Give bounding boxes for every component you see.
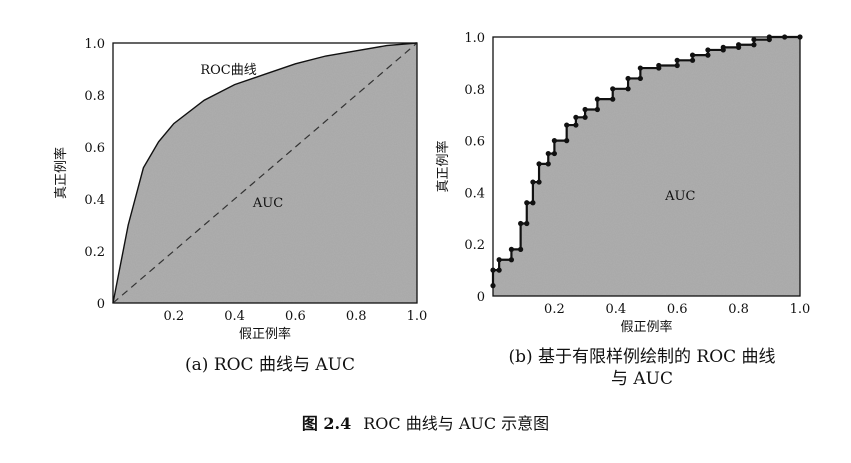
roc-point: [625, 75, 631, 82]
roc-point: [582, 114, 588, 120]
x-tick-label: 0.4: [224, 309, 245, 324]
roc-point: [637, 75, 643, 82]
roc-point: [490, 283, 496, 289]
x-tick-label: 1.0: [790, 302, 811, 317]
y-tick-label: 0.6: [464, 135, 485, 150]
roc-chart-b: 0.2 0.4 0.6 0.8 1.0 0 0.2 0.4 0.6 0.8 1.0 假正例率 真正例率 A…: [435, 31, 810, 335]
roc-point: [524, 200, 530, 206]
y-tick-label: 0.6: [84, 141, 105, 156]
roc-point: [551, 150, 558, 157]
roc-point: [656, 62, 662, 69]
roc-point: [564, 138, 570, 144]
x-axis-label: 假正例率: [239, 326, 291, 342]
roc-point: [610, 96, 616, 102]
figure-caption-text: ROC 曲线与 AUC 示意图: [363, 414, 550, 433]
roc-point: [564, 122, 570, 128]
subfigure-caption-b-line2: 与 AUC: [610, 369, 673, 389]
roc-point: [720, 44, 726, 50]
subfigure-caption-b: (b) 基于有限样例绘制的 ROC 曲线 与 AUC: [462, 346, 822, 390]
roc-point: [551, 138, 558, 144]
roc-point: [582, 106, 588, 113]
roc-point: [751, 36, 757, 43]
roc-point: [797, 34, 803, 40]
y-tick-label: 0.8: [84, 89, 105, 104]
roc-point: [594, 96, 600, 102]
roc-point: [782, 34, 788, 40]
subfigure-caption-a: (a) ROC 曲线与 AUC: [185, 355, 355, 375]
y-tick-label: 1.0: [84, 37, 105, 52]
roc-point: [594, 106, 600, 113]
roc-curve-label: ROC曲线: [200, 63, 256, 78]
roc-point: [689, 57, 696, 63]
diagonal-reference-line: [112, 42, 418, 304]
roc-point: [625, 86, 631, 92]
roc-point: [705, 47, 711, 53]
subfigure-caption-b-line1: (b) 基于有限样例绘制的 ROC 曲线: [508, 347, 776, 367]
y-tick-label: 0.2: [84, 245, 105, 260]
y-axis-label: 真正例率: [53, 147, 69, 199]
y-tick-label: 0.8: [464, 83, 485, 98]
roc-point: [545, 161, 551, 167]
roc-point: [530, 179, 536, 185]
auc-area-texture: [493, 37, 800, 296]
x-axis-label: 假正例率: [620, 319, 672, 335]
figure-number: 图 2.4: [301, 414, 352, 433]
roc-point: [637, 65, 643, 71]
roc-point: [496, 267, 502, 273]
roc-point: [518, 220, 524, 227]
x-tick-label: 0.4: [605, 302, 626, 317]
x-tick-label: 0.8: [728, 302, 749, 317]
y-tick-label: 0: [97, 297, 105, 312]
roc-point: [518, 246, 524, 252]
roc-point: [536, 179, 542, 185]
roc-point: [705, 52, 711, 58]
auc-label: AUC: [664, 189, 695, 204]
roc-point: [490, 267, 496, 273]
roc-point: [496, 257, 502, 263]
roc-point: [674, 57, 680, 63]
roc-point: [530, 200, 536, 206]
roc-point: [573, 114, 579, 120]
roc-point: [736, 42, 742, 48]
x-tick-label: 0.2: [544, 302, 565, 317]
roc-point: [610, 86, 616, 92]
y-tick-label: 0.2: [464, 238, 485, 253]
plot-frame: [492, 36, 801, 297]
y-axis-label: 真正例率: [435, 140, 451, 192]
roc-chart-a: 0.2 0.4 0.6 0.8 1.0 0 0.2 0.4 0.6 0.8 1.0 假正例率 真正例率 R…: [53, 37, 427, 342]
x-tick-label: 0.6: [667, 302, 688, 317]
roc-point: [689, 52, 696, 58]
roc-point: [508, 257, 515, 263]
roc-point: [524, 220, 530, 227]
roc-point: [751, 42, 757, 48]
roc-point: [766, 34, 772, 40]
roc-point: [536, 161, 542, 167]
plot-frame: [112, 42, 418, 304]
y-tick-label: 1.0: [464, 31, 485, 46]
roc-point: [545, 150, 551, 157]
y-tick-label: 0.4: [84, 193, 105, 208]
roc-point: [508, 246, 515, 252]
roc-curve-line: [112, 42, 418, 304]
x-tick-label: 0.2: [163, 309, 184, 324]
figure-caption: 图 2.4 ROC 曲线与 AUC 示意图: [0, 410, 851, 434]
x-tick-label: 1.0: [407, 309, 428, 324]
x-tick-label: 0.8: [346, 309, 367, 324]
auc-label: AUC: [252, 196, 283, 211]
roc-point: [674, 62, 680, 69]
roc-point: [573, 122, 579, 128]
y-tick-label: 0: [477, 290, 485, 305]
y-tick-label: 0.4: [464, 186, 485, 201]
x-tick-label: 0.6: [285, 309, 306, 324]
